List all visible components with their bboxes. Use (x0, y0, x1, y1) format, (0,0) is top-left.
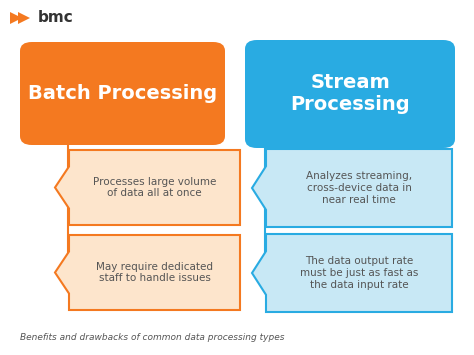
Text: Benefits and drawbacks of common data processing types: Benefits and drawbacks of common data pr… (20, 333, 284, 342)
Polygon shape (18, 12, 30, 24)
Text: May require dedicated
staff to handle issues: May require dedicated staff to handle is… (96, 262, 213, 283)
Polygon shape (252, 149, 452, 227)
Polygon shape (55, 235, 240, 310)
FancyBboxPatch shape (20, 42, 225, 145)
Text: Analyzes streaming,
cross-device data in
near real time: Analyzes streaming, cross-device data in… (306, 171, 412, 204)
Text: The data output rate
must be just as fast as
the data input rate: The data output rate must be just as fas… (300, 256, 418, 290)
Text: Batch Processing: Batch Processing (28, 84, 217, 103)
Polygon shape (10, 12, 22, 24)
FancyBboxPatch shape (245, 40, 455, 148)
Polygon shape (55, 150, 240, 225)
Text: Stream
Processing: Stream Processing (290, 73, 410, 115)
Text: bmc: bmc (38, 11, 74, 26)
Polygon shape (252, 234, 452, 312)
Text: Processes large volume
of data all at once: Processes large volume of data all at on… (93, 177, 216, 198)
